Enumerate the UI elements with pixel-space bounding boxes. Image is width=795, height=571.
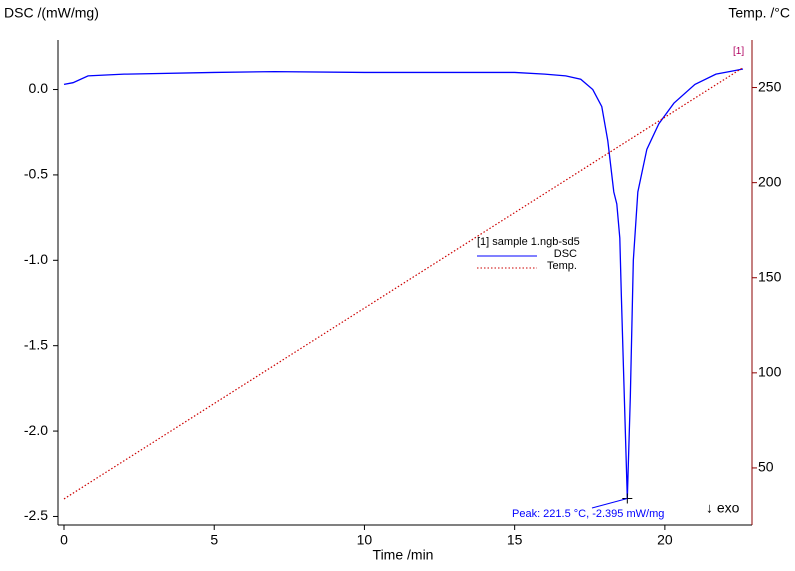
y2-axis-title: Temp. /°C [728, 5, 790, 21]
exo-label: ↓ exo [706, 500, 740, 516]
y-tick-label: -1.5 [24, 336, 48, 352]
x-tick-label: 0 [60, 532, 68, 548]
series-line [63, 67, 744, 500]
series-line [63, 68, 744, 499]
y-tick-label: -2.0 [24, 422, 48, 438]
y2-tick-label: 200 [758, 173, 782, 189]
legend-label: Temp. [547, 260, 577, 272]
y2-tick-label: 250 [758, 78, 782, 94]
y2-tick-label: 150 [758, 268, 782, 284]
y2-tick-label: 50 [758, 459, 774, 475]
y-axis-title: DSC /(mW/mg) [4, 5, 99, 21]
y-tick-label: -2.5 [24, 507, 48, 523]
x-tick-label: 10 [357, 532, 373, 548]
end-marker: [1] [733, 46, 744, 57]
legend-title: [1] sample 1.ngb-sd5 [477, 236, 580, 248]
x-axis-title: Time /min [373, 547, 434, 563]
y-tick-label: -0.5 [24, 166, 48, 182]
legend-label: DSC [554, 248, 577, 260]
peak-label: Peak: 221.5 °C, -2.395 mW/mg [512, 508, 664, 520]
y2-tick-label: 100 [758, 364, 782, 380]
y-tick-label: 0.0 [29, 80, 49, 96]
x-tick-label: 5 [210, 532, 218, 548]
peak-leader [591, 498, 628, 509]
y-tick-label: -1.0 [24, 251, 48, 267]
x-tick-label: 15 [507, 532, 523, 548]
x-tick-label: 20 [657, 532, 673, 548]
